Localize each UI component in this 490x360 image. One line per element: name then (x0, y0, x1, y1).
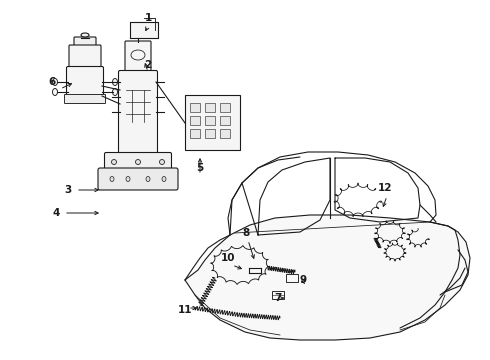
Ellipse shape (126, 176, 130, 181)
Text: 8: 8 (243, 228, 249, 238)
FancyBboxPatch shape (220, 129, 230, 138)
Text: 6: 6 (49, 77, 56, 87)
FancyBboxPatch shape (67, 67, 103, 98)
Ellipse shape (52, 78, 57, 86)
FancyBboxPatch shape (190, 116, 200, 125)
FancyBboxPatch shape (125, 41, 151, 73)
Ellipse shape (110, 176, 114, 181)
Ellipse shape (52, 89, 57, 95)
FancyBboxPatch shape (205, 116, 215, 125)
Ellipse shape (112, 159, 117, 165)
FancyBboxPatch shape (220, 103, 230, 112)
FancyBboxPatch shape (205, 103, 215, 112)
Polygon shape (185, 215, 470, 340)
FancyBboxPatch shape (119, 71, 157, 153)
Ellipse shape (113, 89, 118, 95)
FancyBboxPatch shape (69, 45, 101, 69)
FancyBboxPatch shape (65, 95, 105, 104)
Polygon shape (130, 22, 158, 38)
Text: 1: 1 (145, 13, 151, 23)
Text: 9: 9 (299, 275, 307, 285)
Text: 2: 2 (145, 60, 151, 70)
FancyBboxPatch shape (185, 95, 240, 150)
Text: 4: 4 (52, 208, 60, 218)
Text: 5: 5 (196, 163, 204, 173)
Ellipse shape (146, 176, 150, 181)
FancyBboxPatch shape (190, 103, 200, 112)
Ellipse shape (162, 176, 166, 181)
Ellipse shape (136, 159, 141, 165)
FancyBboxPatch shape (190, 129, 200, 138)
Text: 10: 10 (221, 253, 235, 263)
FancyBboxPatch shape (98, 168, 178, 190)
Ellipse shape (81, 33, 89, 37)
Ellipse shape (113, 78, 118, 86)
Text: 11: 11 (178, 305, 192, 315)
Text: 7: 7 (274, 293, 282, 303)
FancyBboxPatch shape (205, 129, 215, 138)
FancyBboxPatch shape (104, 153, 172, 171)
FancyBboxPatch shape (220, 116, 230, 125)
FancyBboxPatch shape (74, 37, 96, 47)
Text: 12: 12 (378, 183, 392, 193)
Ellipse shape (160, 159, 165, 165)
Text: 3: 3 (64, 185, 72, 195)
